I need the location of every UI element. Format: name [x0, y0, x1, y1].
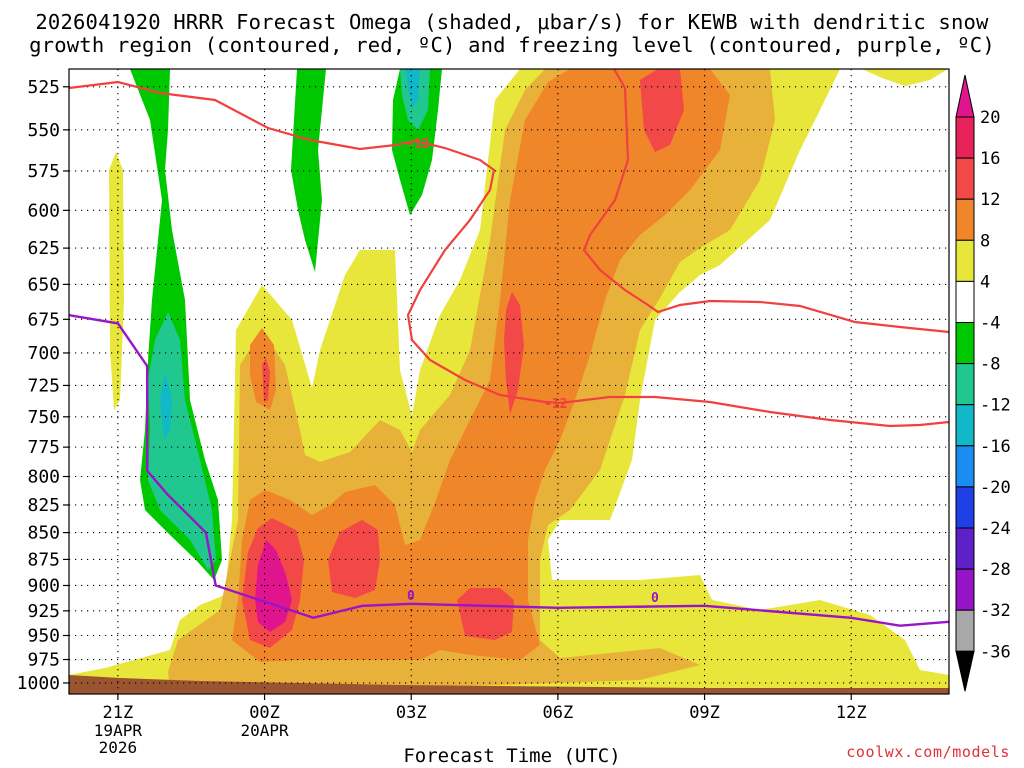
plot-frame	[68, 68, 950, 695]
colorbar-band	[955, 404, 975, 447]
omega-band-4-8-sliver	[109, 152, 124, 410]
colorbar-label: -20	[980, 478, 1011, 498]
colorbar-band	[955, 486, 975, 529]
colorbar-label: -16	[980, 437, 1011, 457]
y-tick-label: 575	[27, 161, 60, 182]
colorbar-band	[955, 568, 975, 611]
colorbar-label: -4	[980, 314, 1000, 334]
x-tick-label: 00Z	[249, 703, 280, 723]
omega-shading	[69, 69, 949, 694]
y-tick-label: 825	[27, 495, 60, 516]
y-tick-label: 725	[27, 375, 60, 396]
y-tick-label: 925	[27, 601, 60, 622]
colorbar: 20 16 12 8 4 -4 -8 -12 -16 -20 -24 -28 -32 -36	[955, 74, 1011, 692]
omega-band-neg-4-8-b	[291, 69, 326, 272]
colorbar-band	[955, 445, 975, 488]
colorbar-label: 8	[980, 231, 990, 251]
y-tick-label: 525	[27, 77, 60, 98]
y-axis: 525 550 575 600 625 650 675 700 725 750 775 800 825 8…	[17, 77, 69, 694]
colorbar-bottom-arrow	[955, 650, 975, 692]
colorbar-band	[955, 363, 975, 406]
colorbar-band	[955, 609, 975, 652]
colorbar-band	[955, 322, 975, 365]
freezing-label-1: 0	[407, 589, 415, 604]
grid-lines	[69, 69, 949, 694]
x-tick-label: 21Z	[103, 703, 134, 723]
omega-band-12-16	[232, 69, 730, 662]
y-tick-label: 600	[27, 200, 60, 221]
omega-band-16-20-f	[262, 358, 270, 402]
y-tick-label: 900	[27, 575, 60, 596]
y-tick-label: 950	[27, 626, 60, 647]
colorbar-label: -36	[980, 642, 1011, 662]
x-axis-title: Forecast Time (UTC)	[403, 745, 621, 767]
y-tick-label: 675	[27, 309, 60, 330]
y-tick-label: 550	[27, 120, 60, 141]
colorbar-label: -12	[980, 396, 1011, 416]
contour-lines	[69, 69, 949, 627]
y-tick-label: 975	[27, 650, 60, 671]
dgz-contour-upper	[69, 80, 561, 405]
credit-link[interactable]: coolwx.com/models	[846, 743, 1010, 761]
colorbar-label: -28	[980, 560, 1011, 580]
colorbar-label: -24	[980, 519, 1011, 539]
x-tick-label: 09Z	[689, 703, 720, 723]
y-tick-label: 850	[27, 523, 60, 544]
contour-labels: -12 -12 0 0	[406, 137, 659, 606]
freezing-label-2: 0	[651, 591, 659, 606]
colorbar-band	[955, 527, 975, 570]
omega-band-neg-12-16-b	[406, 69, 420, 108]
dgz-contour-lower	[559, 395, 949, 428]
x-tick-sublabel: 20APR	[240, 721, 289, 740]
x-tick-label: 12Z	[836, 703, 867, 723]
omega-band-neg-12-16	[160, 372, 172, 440]
terrain-fill	[69, 675, 949, 694]
y-tick-label: 1000	[17, 673, 60, 694]
colorbar-band	[955, 239, 975, 282]
x-tick-sublabel: 19APR	[94, 721, 143, 740]
y-tick-label: 700	[27, 343, 60, 364]
colorbar-label: -8	[980, 355, 1000, 375]
y-tick-label: 650	[27, 274, 60, 295]
chart-title-line-2: growth region (contoured, red, ºC) and f…	[29, 33, 995, 57]
colorbar-top-arrow	[955, 74, 975, 118]
x-tick-sublabel: 2026	[99, 738, 138, 757]
omega-band-16-20-e	[640, 69, 684, 152]
dgz-label-1: -12	[406, 137, 429, 152]
colorbar-band	[955, 280, 975, 323]
chart-title-line-1: 2026041920 HRRR Forecast Omega (shaded, …	[35, 10, 989, 34]
freezing-level-contour	[69, 314, 949, 627]
dgz-contour-right	[582, 69, 949, 334]
dgz-label-2: -12	[544, 397, 567, 412]
colorbar-label: 20	[980, 108, 1000, 128]
x-tick-label: 03Z	[396, 703, 427, 723]
colorbar-label: 12	[980, 190, 1000, 210]
omega-band-4-8-topright	[862, 69, 948, 86]
colorbar-band	[955, 157, 975, 200]
colorbar-label: 4	[980, 272, 990, 292]
y-tick-label: 775	[27, 437, 60, 458]
y-tick-label: 800	[27, 467, 60, 488]
colorbar-label: 16	[980, 149, 1000, 169]
omega-band-16-20-c	[457, 588, 514, 640]
y-tick-label: 750	[27, 407, 60, 428]
colorbar-band	[955, 198, 975, 241]
colorbar-label: -32	[980, 601, 1011, 621]
omega-band-16-20-b	[328, 520, 380, 598]
y-tick-label: 875	[27, 549, 60, 570]
y-tick-label: 625	[27, 238, 60, 259]
x-tick-label: 06Z	[543, 703, 574, 723]
colorbar-band	[955, 116, 975, 159]
